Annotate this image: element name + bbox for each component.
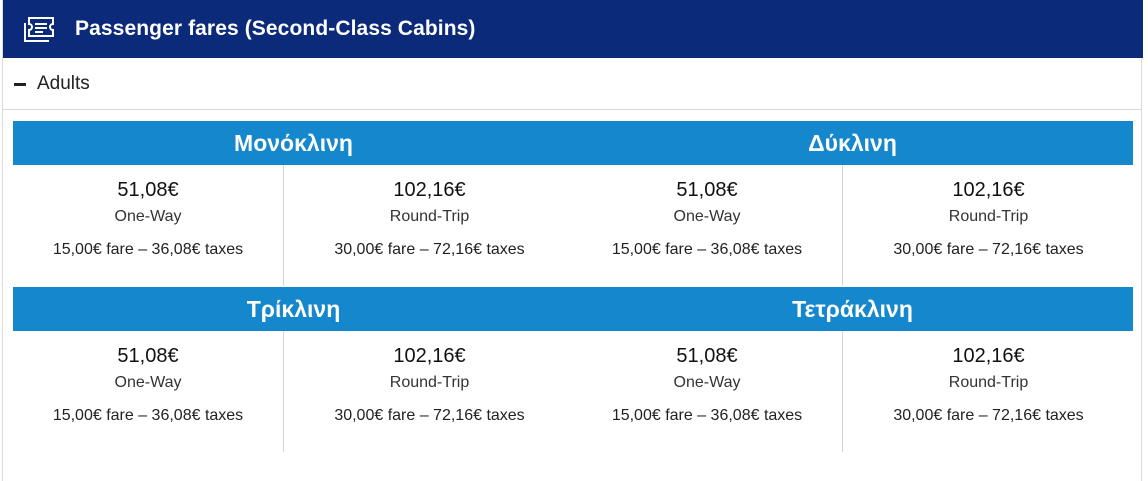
fare-price: 51,08€ (117, 345, 179, 367)
fare-breakdown: 15,00€ fare – 36,08€ taxes (611, 241, 803, 258)
fare-type: One-Way (114, 208, 182, 225)
fare-price: 51,08€ (676, 345, 738, 367)
fare-breakdown: 15,00€ fare – 36,08€ taxes (52, 241, 244, 258)
cabin-card: Τρίκλινη 51,08€ One-Way 15,00€ fare – 36… (13, 287, 574, 452)
one-way-fare: 51,08€ One-Way 15,00€ fare – 36,08€ taxe… (572, 165, 842, 286)
one-way-fare: 51,08€ One-Way 15,00€ fare – 36,08€ taxe… (572, 331, 842, 452)
round-trip-fare: 102,16€ Round-Trip 30,00€ fare – 72,16€ … (842, 165, 1134, 286)
fare-type: Round-Trip (389, 208, 470, 225)
fare-type: One-Way (114, 374, 182, 391)
fare-type: Round-Trip (948, 374, 1029, 391)
fare-type: One-Way (673, 208, 741, 225)
fare-type: One-Way (673, 374, 741, 391)
cabin-card: Δύκλινη 51,08€ One-Way 15,00€ fare – 36,… (572, 121, 1133, 286)
adults-label: Adults (37, 73, 90, 94)
page-title: Passenger fares (Second-Class Cabins) (75, 17, 476, 40)
cabin-name: Τρίκλινη (13, 287, 574, 331)
cabin-name: Μονόκλινη (13, 121, 574, 165)
minus-icon[interactable] (14, 83, 26, 86)
round-trip-fare: 102,16€ Round-Trip 30,00€ fare – 72,16€ … (283, 165, 575, 286)
cabin-card: Μονόκλινη 51,08€ One-Way 15,00€ fare – 3… (13, 121, 574, 286)
fare-breakdown: 15,00€ fare – 36,08€ taxes (611, 407, 803, 424)
fare-price: 102,16€ (952, 179, 1025, 201)
cabin-card: Τετράκλινη 51,08€ One-Way 15,00€ fare – … (572, 287, 1133, 452)
fare-price: 51,08€ (117, 179, 179, 201)
fare-price: 102,16€ (393, 179, 466, 201)
fare-type: Round-Trip (389, 374, 470, 391)
adults-accordion-toggle[interactable]: Adults (3, 58, 1141, 110)
fare-breakdown: 15,00€ fare – 36,08€ taxes (52, 407, 244, 424)
round-trip-fare: 102,16€ Round-Trip 30,00€ fare – 72,16€ … (283, 331, 575, 452)
fare-type: Round-Trip (948, 208, 1029, 225)
fare-price: 51,08€ (676, 179, 738, 201)
fares-header: Passenger fares (Second-Class Cabins) (3, 0, 1143, 58)
cabin-name: Δύκλινη (572, 121, 1133, 165)
fare-breakdown: 30,00€ fare – 72,16€ taxes (893, 241, 1084, 258)
one-way-fare: 51,08€ One-Way 15,00€ fare – 36,08€ taxe… (13, 165, 283, 286)
round-trip-fare: 102,16€ Round-Trip 30,00€ fare – 72,16€ … (842, 331, 1134, 452)
cabin-name: Τετράκλινη (572, 287, 1133, 331)
fare-price: 102,16€ (393, 345, 466, 367)
one-way-fare: 51,08€ One-Way 15,00€ fare – 36,08€ taxe… (13, 331, 283, 452)
fare-breakdown: 30,00€ fare – 72,16€ taxes (893, 407, 1084, 424)
fare-breakdown: 30,00€ fare – 72,16€ taxes (334, 407, 525, 424)
fare-price: 102,16€ (952, 345, 1025, 367)
fare-breakdown: 30,00€ fare – 72,16€ taxes (334, 241, 525, 258)
ticket-icon (24, 17, 54, 42)
